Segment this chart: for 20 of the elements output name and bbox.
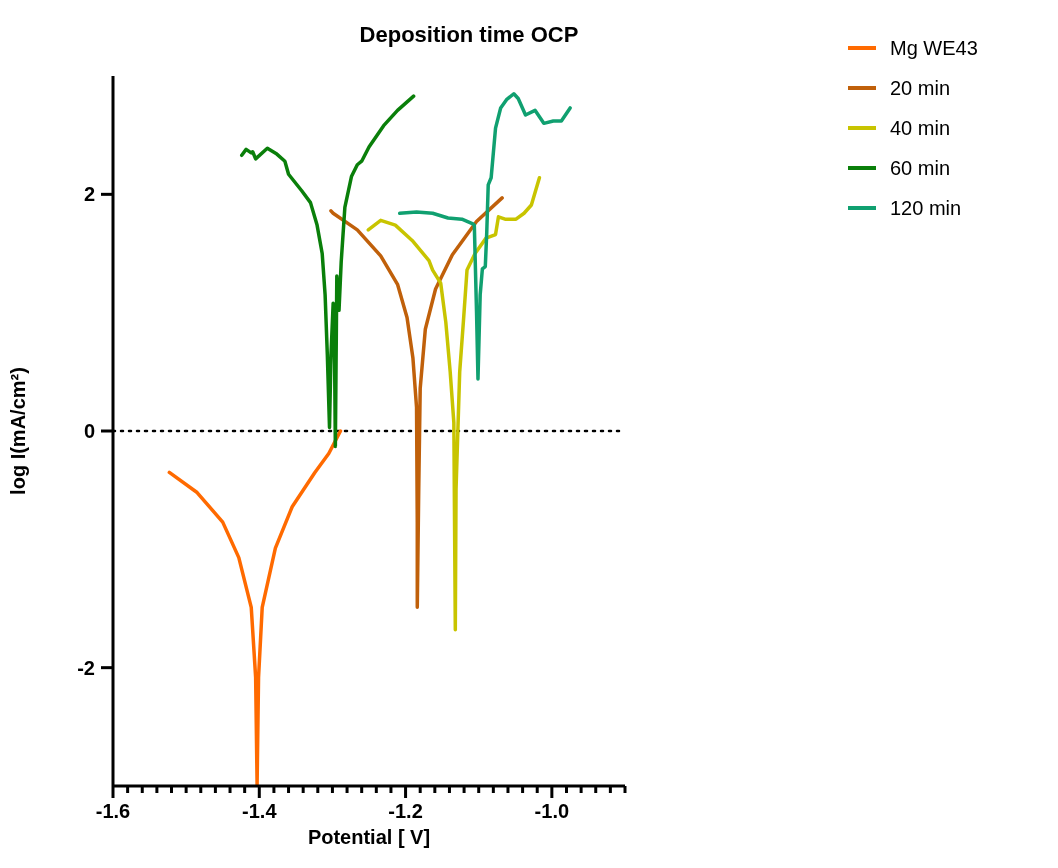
- x-axis-title: Potential [ V]: [307, 826, 431, 848]
- legend-label: 60 min: [890, 156, 951, 181]
- x-tick-label: -1.2: [388, 800, 423, 822]
- legend-label: 120 min: [890, 196, 962, 221]
- x-tick-label: -1.4: [242, 800, 278, 822]
- line-series: [167, 429, 343, 786]
- y-tick-label: 0: [83, 420, 95, 442]
- line-series: [366, 176, 542, 632]
- y-tick-label: -2: [77, 656, 95, 679]
- chart-title: Deposition time OCP: [358, 22, 580, 48]
- y-tick-label: 2: [83, 183, 95, 206]
- x-tick-label: -1.6: [95, 800, 131, 822]
- legend-label: Mg WE43: [890, 36, 978, 61]
- x-tick-label: -1.0: [534, 800, 570, 822]
- line-series: [329, 196, 504, 610]
- line-series: [239, 94, 416, 449]
- legend-label: 20 min: [890, 76, 951, 101]
- y-axis-title: log I(mA/cm²): [7, 367, 30, 495]
- legend-label: 40 min: [890, 116, 951, 141]
- line-series: [397, 92, 572, 381]
